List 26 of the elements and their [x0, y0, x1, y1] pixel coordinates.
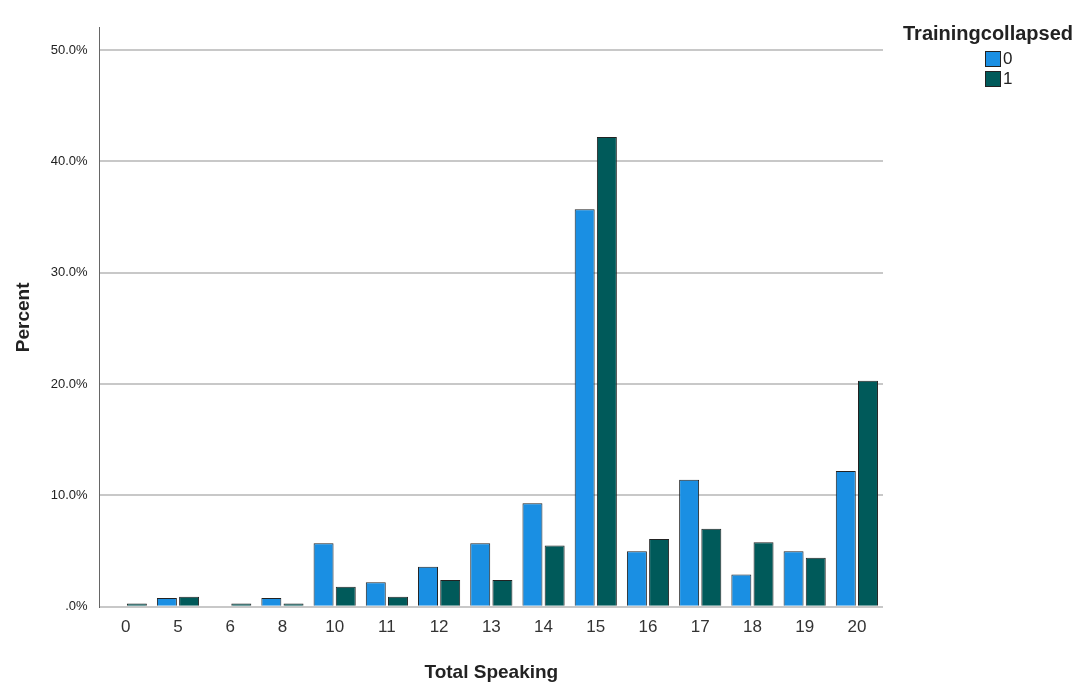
- x-tick-label: 12: [429, 616, 449, 636]
- y-tick-label: 40.0%: [50, 152, 89, 168]
- x-tick-label: 20: [847, 616, 867, 636]
- x-tick-label: 15: [586, 616, 606, 636]
- x-tick-label: 18: [742, 616, 762, 636]
- y-axis-title: Percent: [11, 281, 33, 353]
- legend-label: 1: [1003, 69, 1013, 89]
- x-tick-label: 5: [173, 616, 183, 636]
- y-tick-label: 20.0%: [50, 375, 89, 391]
- x-tick-label: 6: [225, 616, 235, 636]
- y-tick-label: 50.0%: [50, 41, 89, 57]
- x-tick-label: 0: [121, 616, 131, 636]
- x-tick-label: 17: [690, 616, 710, 636]
- legend-title: Trainingcollapsed: [903, 22, 1074, 45]
- x-tick-label: 13: [481, 616, 501, 636]
- x-tick-label: 19: [795, 616, 815, 636]
- y-tick-label: .0%: [65, 598, 89, 614]
- x-tick-label: 10: [325, 616, 345, 636]
- x-tick-label: 11: [378, 616, 396, 636]
- legend-label: 0: [1003, 49, 1013, 69]
- x-axis-title: Total Speaking: [424, 660, 559, 682]
- x-tick-label: 16: [638, 616, 658, 636]
- x-tick-label: 8: [277, 616, 288, 636]
- y-tick-label: 10.0%: [50, 487, 89, 503]
- x-tick-label: 14: [534, 616, 554, 636]
- y-tick-label: 30.0%: [50, 264, 89, 280]
